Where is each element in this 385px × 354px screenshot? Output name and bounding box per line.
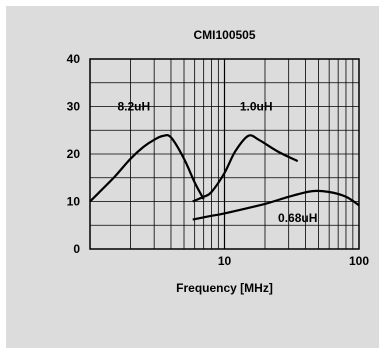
x-axis-label: Frequency [MHz] <box>176 281 273 295</box>
y-tick-label: 20 <box>67 147 81 161</box>
series-line-8-2uh <box>90 135 204 201</box>
series-line-0-68uh <box>193 191 359 220</box>
series-label: 1.0uH <box>240 100 273 114</box>
y-tick-label: 10 <box>67 195 81 209</box>
series-line-1-0uh <box>193 135 298 201</box>
chart-title: CMI100505 <box>193 28 255 42</box>
y-tick-label: 0 <box>73 242 80 256</box>
y-tick-label: 40 <box>67 52 81 66</box>
y-axis-ticks: 0 10 20 30 40 <box>67 52 81 256</box>
series-label: 0.68uH <box>278 211 317 225</box>
y-tick-label: 30 <box>67 100 81 114</box>
chart-panel: CMI100505 0 10 20 30 40 10 100 8.2uH 1.0uH 0.68… <box>6 6 379 348</box>
x-axis-ticks: 10 100 <box>218 254 370 268</box>
grid <box>90 59 359 249</box>
x-tick-label: 10 <box>218 254 232 268</box>
series-label: 8.2uH <box>117 100 150 114</box>
series-labels: 8.2uH 1.0uH 0.68uH <box>117 100 317 226</box>
chart: CMI100505 0 10 20 30 40 10 100 8.2uH 1.0uH 0.68… <box>6 6 379 348</box>
x-tick-label: 100 <box>349 254 369 268</box>
